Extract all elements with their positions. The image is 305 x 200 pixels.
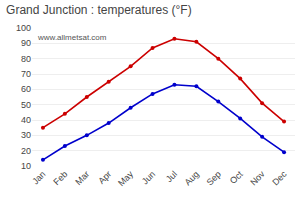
svg-text:100: 100: [16, 23, 31, 33]
svg-text:Jul: Jul: [164, 169, 179, 184]
svg-text:www.allmetsat.com: www.allmetsat.com: [37, 33, 107, 42]
svg-text:40: 40: [21, 115, 31, 125]
svg-text:Feb: Feb: [51, 169, 69, 187]
svg-text:70: 70: [21, 69, 31, 79]
svg-text:Sep: Sep: [204, 169, 222, 187]
svg-text:50: 50: [21, 100, 31, 110]
svg-text:80: 80: [21, 54, 31, 64]
svg-text:Jun: Jun: [140, 169, 157, 186]
svg-text:Mar: Mar: [73, 169, 91, 187]
svg-text:Dec: Dec: [270, 169, 289, 188]
svg-text:90: 90: [21, 38, 31, 48]
svg-text:10: 10: [21, 161, 31, 171]
svg-text:Oct: Oct: [228, 169, 245, 186]
svg-text:60: 60: [21, 84, 31, 94]
svg-text:Grand Junction : temperatures: Grand Junction : temperatures (°F): [6, 3, 192, 17]
svg-text:Jan: Jan: [30, 169, 47, 186]
svg-text:Nov: Nov: [248, 169, 267, 188]
svg-text:May: May: [116, 169, 135, 188]
svg-text:Aug: Aug: [183, 169, 201, 187]
svg-text:Apr: Apr: [96, 169, 113, 186]
svg-text:20: 20: [21, 146, 31, 156]
svg-text:30: 30: [21, 130, 31, 140]
